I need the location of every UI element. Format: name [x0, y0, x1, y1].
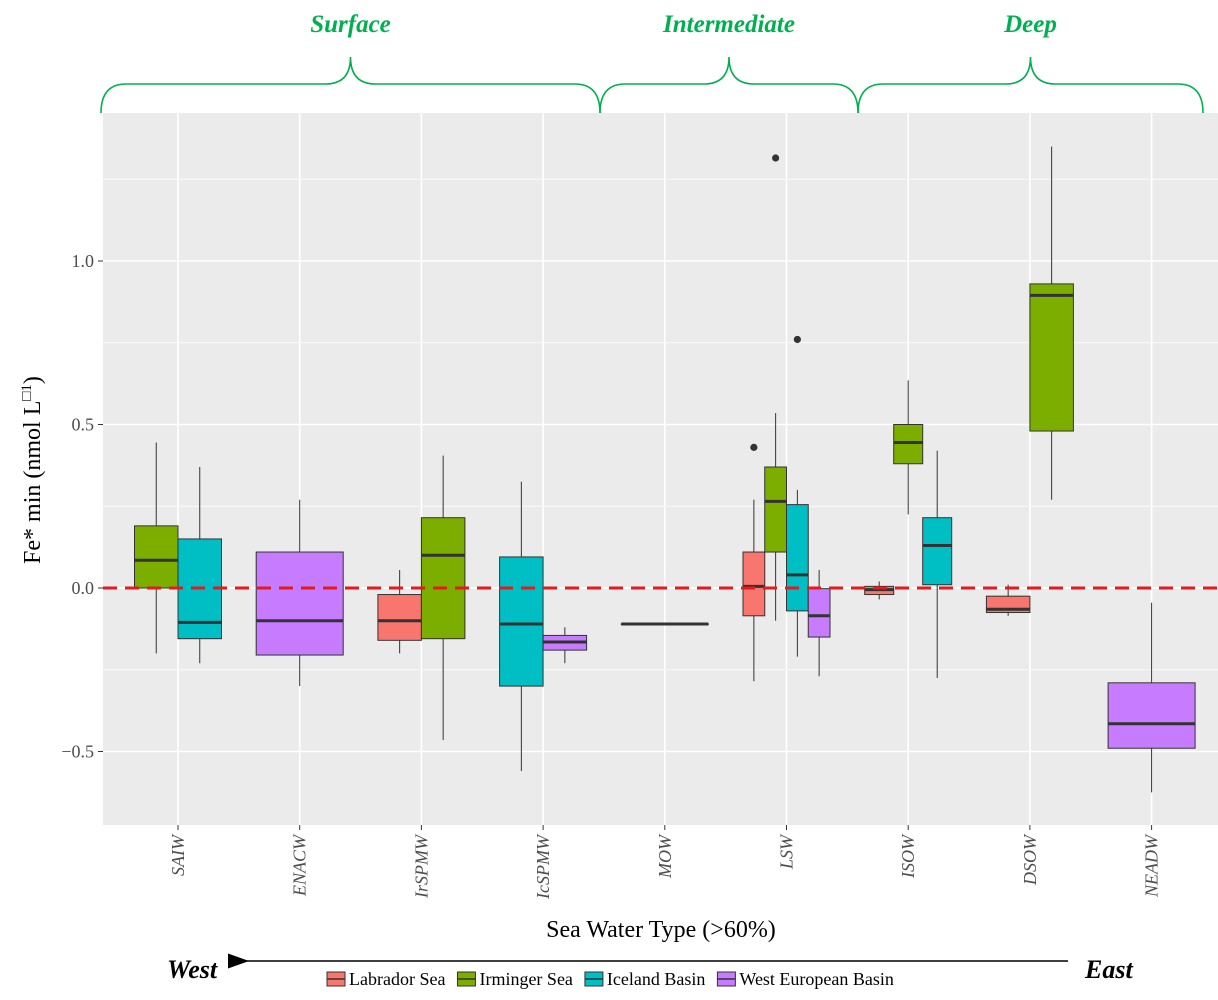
group-label-surface: Surface — [310, 11, 391, 38]
box-body — [255, 551, 344, 656]
x-tick-label: SAIW — [168, 833, 188, 876]
y-axis-ticks: −0.5 0.0 0.5 1.0 — [61, 251, 103, 762]
direction-west: West — [167, 955, 218, 984]
x-tick-label: ENACW — [290, 833, 310, 897]
plot-panel — [103, 113, 1218, 825]
y-axis-title: Fe* min (nmol L□1) — [19, 376, 46, 564]
outlier-point — [793, 335, 801, 344]
y-tick-label: 1.0 — [72, 251, 95, 271]
box-ENACW-west-european-basin — [255, 499, 344, 687]
legend-item-irminger-sea: Irminger Sea — [456, 969, 573, 989]
box-body — [499, 556, 544, 687]
box-IrSPMW-labrador-sea — [377, 570, 422, 654]
x-axis-title: Sea Water Type (>60%) — [546, 917, 776, 943]
legend-label: Iceland Basin — [607, 969, 705, 989]
x-tick-label: LSW — [777, 833, 797, 870]
direction-east: East — [1084, 955, 1133, 984]
box-SAIW-irminger-sea — [134, 442, 179, 654]
box-body — [420, 517, 466, 640]
box-LSW-irminger-sea — [764, 154, 787, 621]
box-body — [893, 424, 924, 465]
box-LSW-labrador-sea — [742, 443, 766, 682]
box-body — [1107, 682, 1196, 749]
group-bracket-surface — [100, 56, 601, 114]
x-tick-label: MOW — [655, 833, 675, 879]
group-label-intermediate: Intermediate — [662, 11, 795, 38]
legend-label: Irminger Sea — [479, 969, 572, 989]
box-body — [134, 525, 179, 589]
y-tick-label: −0.5 — [61, 742, 94, 762]
box-body — [807, 588, 831, 638]
box-LSW-west-european-basin — [807, 570, 831, 677]
box-body — [377, 594, 422, 641]
x-axis-ticks: SAIW ENACW IrSPMW IcSPMW MOW LSW ISOW DSOW NEADW — [168, 825, 1162, 900]
y-axis-title-close: ) — [20, 376, 46, 384]
x-tick-label: ISOW — [898, 833, 918, 879]
x-tick-label: IcSPMW — [533, 833, 553, 900]
outlier-point — [750, 443, 758, 451]
legend-item-west-european-basin: West European Basin — [716, 969, 894, 989]
box-body — [786, 504, 809, 612]
legend-item-labrador-sea: Labrador Sea — [326, 969, 445, 989]
legend-item-iceland-basin: Iceland Basin — [584, 969, 705, 989]
box-body — [1029, 283, 1074, 432]
box-ISOW-iceland-basin — [922, 450, 953, 678]
water-mass-groups: Surface Intermediate Deep — [100, 11, 1204, 114]
group-bracket-deep — [857, 56, 1204, 114]
x-tick-label: NEADW — [1142, 833, 1162, 898]
box-DSOW-labrador-sea — [985, 584, 1031, 616]
x-tick-label: IrSPMW — [411, 833, 431, 899]
box-NEADW-west-european-basin — [1107, 602, 1196, 793]
legend-label: West European Basin — [739, 969, 894, 989]
y-tick-label: 0.5 — [72, 415, 95, 435]
group-bracket-intermediate — [599, 56, 859, 114]
outlier-point — [772, 154, 780, 162]
box-DSOW-irminger-sea — [1029, 146, 1074, 500]
y-axis-title-superscript: □1 — [19, 384, 35, 401]
legend-label: Labrador Sea — [349, 969, 445, 989]
box-IcSPMW-west-european-basin — [542, 627, 588, 664]
box-body — [922, 517, 953, 586]
legend: Labrador Sea Irminger Sea Iceland Basin Wes… — [326, 969, 894, 989]
box-IrSPMW-irminger-sea — [420, 455, 466, 741]
box-LSW-iceland-basin — [786, 335, 809, 657]
box-MOW-labrador-sea — [620, 622, 709, 626]
x-tick-label: DSOW — [1020, 833, 1040, 886]
group-label-deep: Deep — [1003, 11, 1057, 38]
box-ISOW-irminger-sea — [893, 380, 924, 515]
box-body — [764, 466, 787, 553]
svg-text:Fe* min (nmol L□1): Fe* min (nmol L□1) — [19, 376, 46, 564]
y-axis-title-main: Fe* min (nmol L — [20, 401, 46, 564]
y-tick-label: 0.0 — [72, 578, 95, 598]
box-body — [742, 551, 766, 617]
box-ISOW-labrador-sea — [864, 581, 895, 600]
box-IcSPMW-iceland-basin — [499, 481, 544, 772]
